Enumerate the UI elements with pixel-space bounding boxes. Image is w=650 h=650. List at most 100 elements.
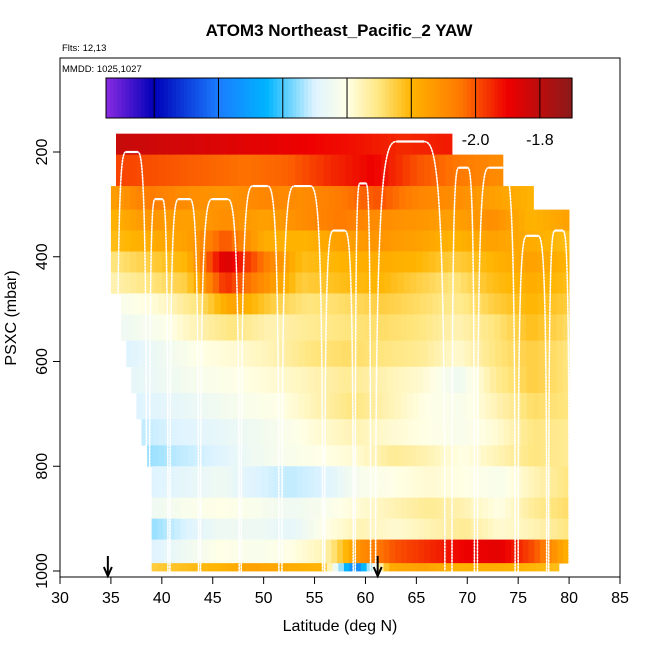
heatmap-cell [136,272,144,294]
heatmap-cell [486,272,494,294]
heatmap-cell [435,466,442,499]
heatmap-cell [563,518,570,540]
heatmap-cell [301,209,309,231]
colorbar-segment [117,78,123,118]
heatmap-cell [378,272,385,294]
heatmap-cell [394,392,402,420]
x-tick-label: 55 [306,590,324,607]
heatmap-cell [513,340,521,368]
heatmap-cell [374,366,381,394]
heatmap-cell [489,340,496,368]
colorbar-segment [113,78,119,118]
heatmap-cell [152,445,159,467]
heatmap-cell [387,445,394,467]
heatmap-cell [187,154,196,187]
heatmap-cell [219,251,226,273]
heatmap-cell [527,419,534,446]
heatmap-cell [403,251,411,273]
heatmap-cell [463,186,470,211]
heatmap-cell [307,366,315,394]
heatmap-cell [428,563,435,572]
heatmap-cell [490,392,498,420]
heatmap-cell [482,518,489,540]
heatmap-cell [296,497,303,520]
heatmap-cell [110,209,118,231]
heatmap-cell [395,539,402,564]
heatmap-cell [302,154,310,187]
colorbar-segment [405,78,410,118]
chart-title: ATOM3 Northeast_Pacific_2 YAW [206,21,474,40]
heatmap-cell [413,293,421,315]
heatmap-cell [383,539,390,564]
heatmap-cell [204,133,213,156]
heatmap-cell [162,563,170,572]
colorbar-segment [517,78,523,118]
heatmap-cell [486,230,494,252]
heatmap-cell [398,445,406,467]
heatmap-cell [262,392,269,420]
heatmap-cell [524,272,532,294]
heatmap-cell [313,366,321,394]
heatmap-cell [532,340,539,368]
heatmap-cell [123,186,131,211]
heatmap-cell [403,209,411,231]
heatmap-cell [136,251,144,273]
heatmap-cell [378,251,385,273]
heatmap-cell [551,518,558,540]
heatmap-cell [161,251,169,273]
heatmap-cell [480,419,487,446]
heatmap-cell [563,366,570,394]
heatmap-cell [180,497,187,520]
heatmap-cell [373,186,381,211]
heatmap-cell [454,272,462,294]
heatmap-cell [369,293,377,315]
heatmap-cell [351,314,358,341]
heatmap-cell [551,419,558,446]
heatmap-cell [267,497,274,520]
heatmap-cell [550,314,558,341]
heatmap-cell [458,466,466,499]
heatmap-cell [419,314,427,341]
heatmap-cell [325,466,332,499]
heatmap-cell [378,340,385,368]
heatmap-cell [189,314,197,341]
heatmap-cell [142,392,149,420]
heatmap-cell [186,466,193,499]
heatmap-cell [471,366,479,394]
heatmap-cell [293,445,300,467]
heatmap-cell [273,497,280,520]
heatmap-cell [329,340,336,368]
heatmap-cell [245,293,253,315]
heatmap-cell [355,419,362,446]
heatmap-cell [270,314,278,341]
heatmap-cell [180,133,189,156]
colorbar-segment [168,78,173,118]
heatmap-cell [251,186,259,211]
heatmap-cell [493,466,500,499]
x-tick-label: 30 [51,590,69,607]
heatmap-cell [397,251,405,273]
heatmap-cell [370,392,378,420]
heatmap-cell [258,186,265,211]
heatmap-cell [527,186,534,211]
colorbar-segment [265,78,270,118]
heatmap-cell [295,251,303,273]
heatmap-cell [519,314,526,341]
colorbar-segment [261,78,266,118]
heatmap-cell [313,518,321,540]
heatmap-cell [250,392,257,420]
heatmap-cell [429,539,437,564]
heatmap-cell [487,539,495,564]
heatmap-cell [209,497,216,520]
heatmap-cell [142,251,150,273]
heatmap-cell [417,366,424,394]
heatmap-cell [483,366,491,394]
heatmap-cell [177,314,184,341]
colorbar-segment [350,78,356,118]
heatmap-cell [263,272,271,294]
heatmap-cell [301,293,309,315]
heatmap-cell [521,392,528,420]
heatmap-cell [543,272,551,294]
heatmap-cell [410,366,418,394]
heatmap-cell [520,186,528,211]
